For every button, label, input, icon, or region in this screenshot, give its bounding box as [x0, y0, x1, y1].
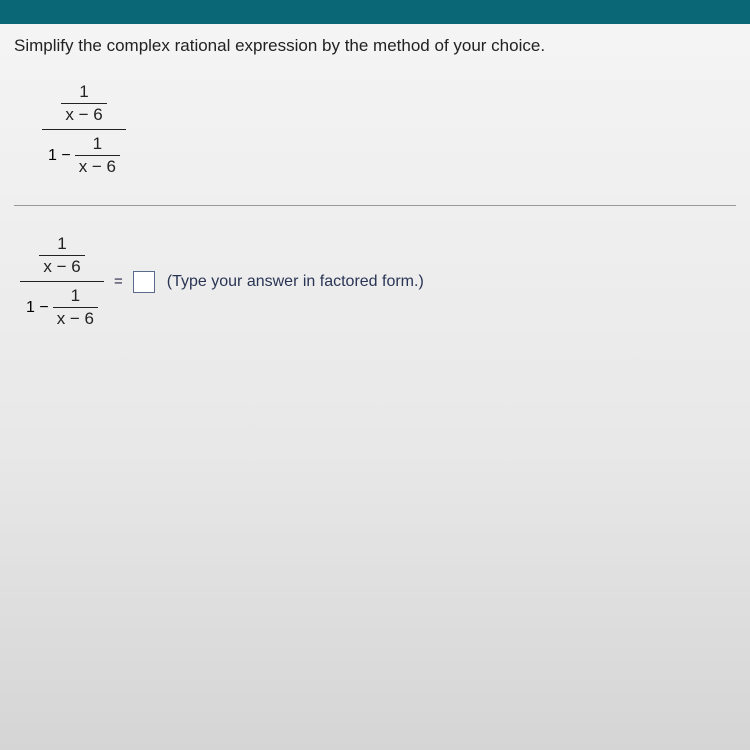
answer-outer-numerator: 1 x − 6 [20, 230, 104, 281]
answer-numerator-fraction: 1 x − 6 [39, 233, 84, 278]
outer-numerator: 1 x − 6 [42, 78, 126, 129]
complex-fraction: 1 x − 6 1 − 1 x − 6 [42, 78, 126, 181]
outer-denominator: 1 − 1 x − 6 [42, 129, 126, 181]
answer-outer-denominator: 1 − 1 x − 6 [20, 281, 104, 333]
ans-num-bottom: x − 6 [39, 255, 84, 278]
ans-den-inner-num: 1 [53, 285, 98, 307]
window-topbar [0, 0, 750, 24]
answer-input[interactable] [133, 271, 155, 293]
den-inner-num: 1 [75, 133, 120, 155]
content-area: Simplify the complex rational expression… [0, 24, 750, 333]
question-text: Simplify the complex rational expression… [14, 36, 736, 56]
denominator-inner-fraction: 1 x − 6 [75, 133, 120, 178]
problem-expression: 1 x − 6 1 − 1 x − 6 [42, 78, 736, 181]
num-top: 1 [61, 81, 106, 103]
ans-den-inner-den: x − 6 [53, 307, 98, 330]
equals-sign: = [114, 273, 123, 290]
answer-row: 1 x − 6 1 − 1 x − 6 = (Type your answer … [20, 230, 736, 333]
num-bottom: x − 6 [61, 103, 106, 126]
den-inner-den: x − 6 [75, 155, 120, 178]
separator-line [14, 205, 736, 206]
answer-hint: (Type your answer in factored form.) [167, 273, 424, 291]
den-left: 1 − [48, 147, 71, 165]
ans-num-top: 1 [39, 233, 84, 255]
answer-denominator-inner-fraction: 1 x − 6 [53, 285, 98, 330]
ans-den-left: 1 − [26, 299, 49, 317]
answer-complex-fraction: 1 x − 6 1 − 1 x − 6 [20, 230, 104, 333]
numerator-fraction: 1 x − 6 [61, 81, 106, 126]
